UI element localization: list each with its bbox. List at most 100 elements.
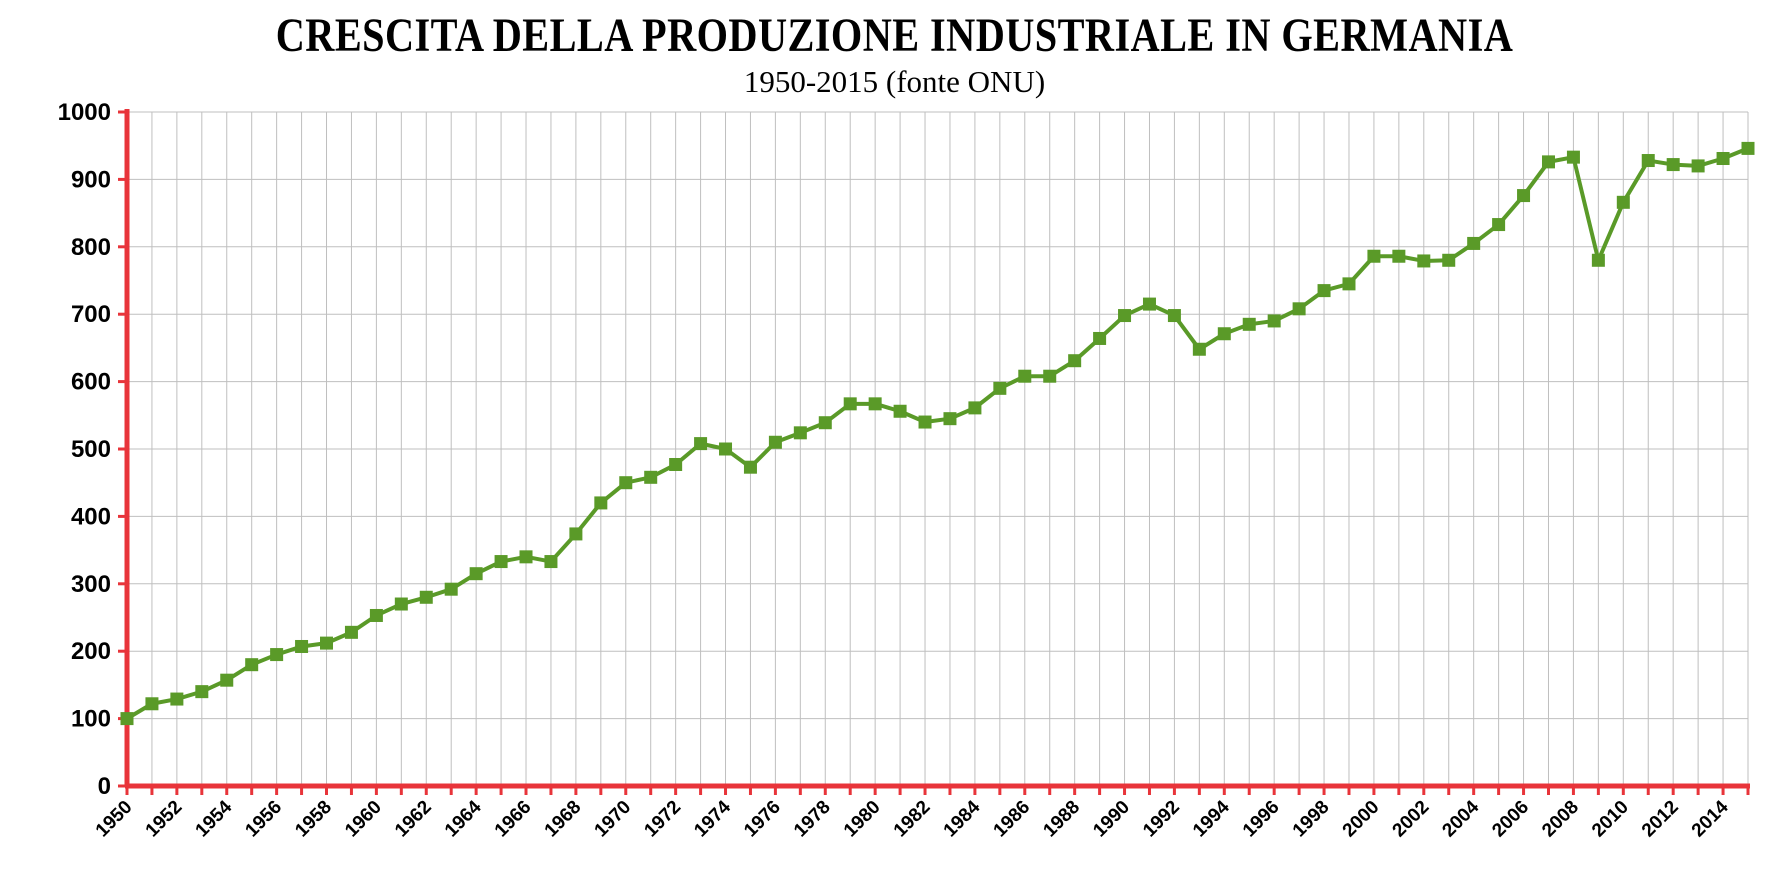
data-point [1292,302,1306,316]
data-point [245,658,259,672]
x-tick-label: 1996 [1239,797,1284,842]
axes [118,109,1750,795]
data-point [1068,354,1082,368]
x-tick-label: 1990 [1089,797,1134,842]
x-tick-label: 2000 [1339,797,1384,842]
x-tick-label: 1982 [890,797,935,842]
data-point [444,582,458,596]
data-point [1541,155,1555,169]
data-point [220,673,234,687]
data-point [1467,236,1481,250]
data-point [1741,141,1755,155]
series-production [120,141,1755,726]
x-tick-label: 2014 [1688,796,1733,841]
data-point [270,648,284,662]
x-tick-label: 1950 [92,797,137,842]
data-point [843,397,857,411]
x-tick-label: 1958 [291,797,336,842]
x-tick-label: 1984 [940,796,985,841]
data-point [544,555,558,569]
data-point [1367,249,1381,263]
data-point [868,397,882,411]
data-point [1691,159,1705,173]
x-tick-label: 2012 [1638,797,1683,842]
data-point [369,608,383,622]
data-point [1267,314,1281,328]
x-tick-label: 1962 [391,797,436,842]
x-tick-label: 1966 [491,797,536,842]
data-point [170,692,184,706]
data-point [419,590,433,604]
data-point [719,442,733,456]
data-point [344,625,358,639]
x-tick-labels: 1950 1952 1954 1956 1958 1960 1962 1964 1966 1968… [92,796,1733,841]
data-point [743,460,757,474]
data-point [1641,154,1655,168]
data-point [1417,254,1431,268]
data-point [943,412,957,426]
data-point [1616,195,1630,209]
data-point [1167,309,1181,323]
data-point [1442,253,1456,267]
data-point [295,639,309,653]
x-tick-label: 2010 [1588,797,1633,842]
data-point [619,476,633,490]
data-point [1043,369,1057,383]
data-point [569,527,583,541]
data-point [644,470,658,484]
y-tick-label: 200 [71,638,111,665]
x-tick-label: 1980 [840,797,885,842]
data-point [993,381,1007,395]
data-point [968,401,982,415]
x-tick-label: 1994 [1189,796,1234,841]
y-tick-label: 700 [71,301,111,328]
y-tick-label: 300 [71,571,111,598]
x-tick-label: 2004 [1438,796,1483,841]
data-point [694,437,708,451]
data-point [1716,152,1730,166]
data-point [394,597,408,611]
y-tick-label: 500 [71,436,111,463]
x-tick-label: 1978 [790,797,835,842]
data-point [494,555,508,569]
data-point [1192,342,1206,356]
data-point [1517,189,1531,203]
x-tick-label: 2008 [1538,797,1583,842]
x-tick-label: 2006 [1488,797,1533,842]
data-point [669,458,683,472]
data-point [1342,277,1356,291]
x-tick-label: 1952 [142,797,187,842]
data-point [1317,284,1331,298]
data-point [793,426,807,440]
chart-title: CRESCITA DELLA PRODUZIONE INDUSTRIALE IN… [275,9,1514,62]
x-tick-label: 1992 [1139,797,1184,842]
data-point [1118,309,1132,323]
x-tick-label: 1976 [740,797,785,842]
x-tick-label: 1988 [1039,797,1084,842]
chart-subtitle: 1950-2015 (fonte ONU) [743,64,1046,99]
y-tick-label: 400 [71,503,111,530]
data-point [1566,150,1580,164]
data-point [1242,317,1256,331]
x-tick-label: 1986 [990,797,1035,842]
data-point [918,415,932,429]
data-point [768,435,782,449]
data-point [594,496,608,510]
x-tick-label: 1960 [341,797,386,842]
y-tick-labels: 0 100 200 300 400 500 600 700 800 900 1000 [58,99,111,800]
x-tick-label: 1956 [241,797,286,842]
x-tick-label: 1964 [441,796,486,841]
data-point [818,416,832,430]
y-tick-label: 0 [98,773,111,800]
data-point [1392,249,1406,263]
data-point [519,550,533,564]
y-tick-label: 600 [71,369,111,396]
y-tick-label: 1000 [58,99,111,126]
data-point [320,636,334,650]
series-line [125,146,1749,721]
data-point [1492,218,1506,232]
data-point [1666,158,1680,172]
data-point [1142,297,1156,311]
data-point [1217,327,1231,341]
